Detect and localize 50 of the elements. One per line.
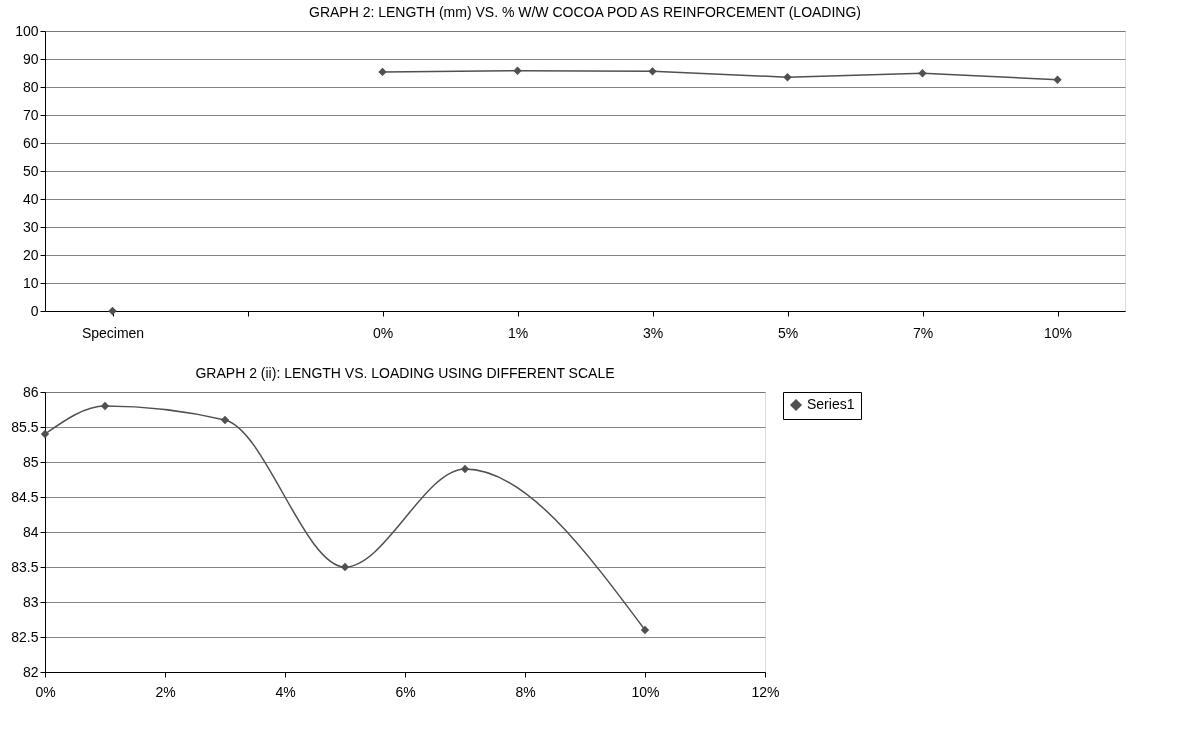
point <box>460 464 470 474</box>
x-tick-label: 10% <box>631 683 660 700</box>
y-tick-label: 60 <box>22 134 39 151</box>
point <box>108 306 117 316</box>
point <box>40 429 50 439</box>
x-tick-label: 0% <box>372 324 394 341</box>
y-tick-label: 86 <box>22 383 39 400</box>
x-tick-label: 4% <box>275 683 296 700</box>
y-tick-label: 40 <box>22 190 39 207</box>
x-tick-label: 10% <box>1043 324 1073 341</box>
y-tick-label: 85.5 <box>11 418 39 435</box>
x-tick-label: Specimen <box>81 324 145 341</box>
x-tick-label: 8% <box>515 683 536 700</box>
point <box>513 66 522 75</box>
legend-label: Series1 <box>807 396 855 412</box>
x-tick-label: 6% <box>395 683 416 700</box>
x-tick-label: 5% <box>777 324 799 341</box>
x-tick-label: 0% <box>35 683 56 700</box>
chart-title: GRAPH 2 (ii): LENGTH VS. LOADING USING DIFFERENT SCALE <box>195 365 615 381</box>
chart-title: GRAPH 2: LENGTH (mm) VS. % W/W COCOA POD AS REINFORCEMENT (LOADING) <box>308 4 862 20</box>
point <box>640 625 650 635</box>
point <box>340 562 350 572</box>
y-tick-label: 82 <box>22 663 39 680</box>
y-tick-label: 20 <box>22 246 39 263</box>
y-tick-label: 30 <box>22 218 39 235</box>
point <box>100 401 110 411</box>
x-tick-label: 12% <box>751 683 780 700</box>
y-tick-label: 100 <box>15 22 39 39</box>
point <box>220 415 230 425</box>
y-tick-label: 90 <box>22 50 39 67</box>
y-tick-label: 10 <box>22 274 39 291</box>
y-tick-label: 83 <box>22 593 39 610</box>
y-tick-label: 83.5 <box>11 558 39 575</box>
x-tick-label: 2% <box>155 683 176 700</box>
x-tick-label: 3% <box>642 324 664 341</box>
x-tick-label: 7% <box>912 324 934 341</box>
y-tick-label: 50 <box>22 162 39 179</box>
y-tick-label: 70 <box>22 106 39 123</box>
point <box>918 69 927 78</box>
y-tick-label: 84.5 <box>11 488 39 505</box>
point <box>783 73 792 82</box>
x-tick-label: 1% <box>507 324 529 341</box>
y-tick-label: 0 <box>30 302 39 319</box>
y-tick-label: 82.5 <box>11 628 39 645</box>
y-tick-label: 84 <box>22 523 39 540</box>
y-tick-label: 85 <box>22 453 39 470</box>
point <box>1053 75 1062 84</box>
point <box>378 67 387 77</box>
point <box>648 67 657 76</box>
y-tick-label: 80 <box>22 78 39 95</box>
